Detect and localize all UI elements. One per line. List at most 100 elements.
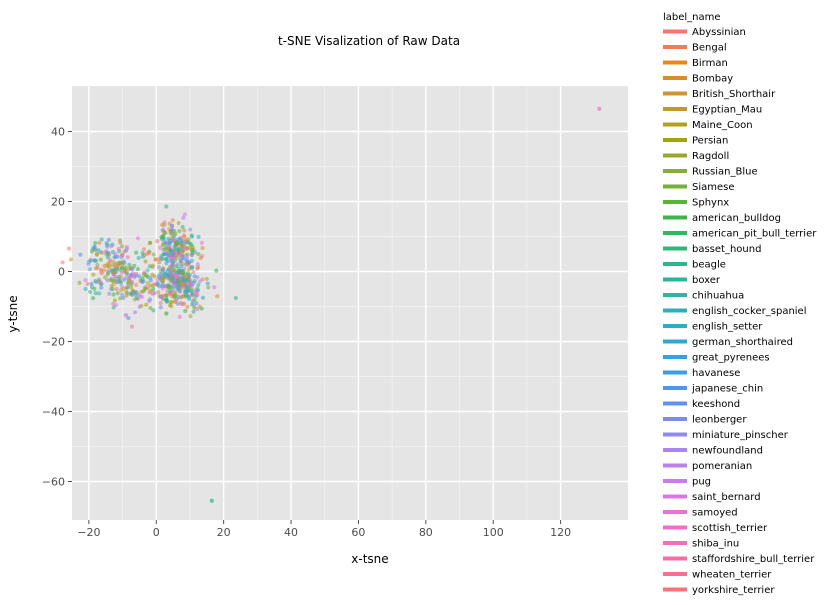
legend-item: havanese	[663, 368, 740, 379]
data-point	[78, 252, 83, 257]
legend-item: boxer	[663, 275, 721, 286]
grid-lines	[72, 86, 628, 520]
data-point	[180, 302, 185, 307]
data-point	[190, 291, 195, 296]
data-point	[172, 283, 177, 288]
data-point	[206, 285, 211, 290]
data-point	[159, 222, 165, 228]
legend-item: shiba_inu	[663, 539, 739, 550]
data-point	[153, 257, 158, 262]
data-point	[182, 228, 187, 233]
legend-swatch	[663, 587, 687, 592]
data-point	[192, 297, 197, 302]
data-point	[94, 252, 100, 257]
data-point	[195, 262, 200, 267]
outlier-point	[597, 106, 602, 111]
data-point	[152, 291, 157, 296]
data-point	[155, 281, 160, 286]
data-point	[175, 255, 181, 260]
legend-item: wheaten_terrier	[663, 570, 772, 581]
legend-swatch	[663, 184, 687, 189]
data-point	[185, 304, 190, 309]
data-point	[135, 236, 141, 241]
legend-swatch	[663, 386, 687, 390]
outlier-point	[164, 311, 169, 316]
data-point	[182, 234, 187, 239]
legend-items: Abyssinian Bengal Birman Bombay British_Shor…	[663, 27, 817, 596]
data-point	[183, 308, 188, 314]
data-point	[178, 241, 184, 246]
data-point	[112, 262, 118, 268]
data-point	[169, 273, 175, 279]
x-tick-label: 20	[217, 526, 231, 539]
data-point	[93, 291, 98, 296]
data-point	[215, 294, 220, 299]
data-point	[167, 241, 172, 246]
data-point	[233, 295, 238, 301]
data-point	[129, 324, 135, 329]
data-point	[125, 291, 130, 296]
data-point	[136, 255, 141, 261]
data-point	[156, 290, 161, 295]
legend-label: boxer	[692, 275, 721, 286]
legend-swatch	[663, 246, 687, 251]
data-point	[177, 236, 182, 241]
legend-swatch	[663, 29, 687, 34]
data-point	[119, 260, 125, 265]
legend-label: Sphynx	[692, 198, 729, 209]
data-point	[176, 220, 181, 226]
data-point	[118, 240, 123, 246]
data-point	[134, 296, 139, 301]
legend-item: Siamese	[663, 182, 735, 193]
legend-swatch	[663, 448, 687, 452]
data-point	[178, 253, 184, 258]
data-point	[164, 204, 169, 209]
legend-label: Abyssinian	[692, 27, 746, 38]
axis-ticks: −20 0 20 40 60 80 100 120 −60 −40 −20 0 20 40	[42, 126, 571, 540]
data-point	[118, 279, 123, 284]
data-point	[159, 236, 164, 242]
data-point	[167, 302, 172, 308]
data-point	[140, 276, 145, 282]
data-point	[92, 258, 97, 263]
data-point	[145, 268, 150, 273]
legend-item: Egyptian_Mau	[663, 105, 762, 116]
data-point	[119, 255, 124, 260]
data-point	[164, 293, 169, 298]
data-point	[104, 249, 109, 254]
data-point	[182, 289, 188, 294]
data-point	[151, 282, 157, 287]
data-point	[180, 224, 185, 230]
data-point	[190, 245, 195, 250]
data-point	[112, 270, 117, 275]
legend-label: keeshond	[692, 399, 740, 410]
data-point	[157, 245, 163, 250]
data-point	[132, 310, 138, 315]
data-point	[167, 285, 172, 290]
data-point	[151, 252, 156, 257]
data-point	[181, 215, 186, 220]
legend-swatch	[663, 401, 687, 406]
legend-swatch	[663, 308, 687, 313]
legend-item: leonberger	[663, 415, 747, 426]
data-point	[194, 289, 199, 294]
data-point	[120, 292, 125, 297]
x-tick-label: 100	[483, 526, 504, 539]
chart-title: t-SNE Visalization of Raw Data	[278, 34, 460, 48]
legend-swatch	[663, 262, 687, 266]
data-point	[168, 291, 173, 296]
data-point	[77, 280, 82, 285]
legend-swatch	[663, 510, 687, 514]
data-point	[189, 302, 195, 307]
data-point	[140, 251, 145, 256]
outlier-point	[123, 313, 129, 318]
data-point	[173, 264, 178, 269]
legend-item: great_pyrenees	[663, 353, 770, 364]
data-point	[97, 240, 102, 245]
data-point	[141, 247, 147, 252]
data-point	[200, 295, 206, 300]
data-point	[196, 282, 201, 288]
data-point	[104, 244, 110, 249]
data-point	[165, 253, 170, 258]
